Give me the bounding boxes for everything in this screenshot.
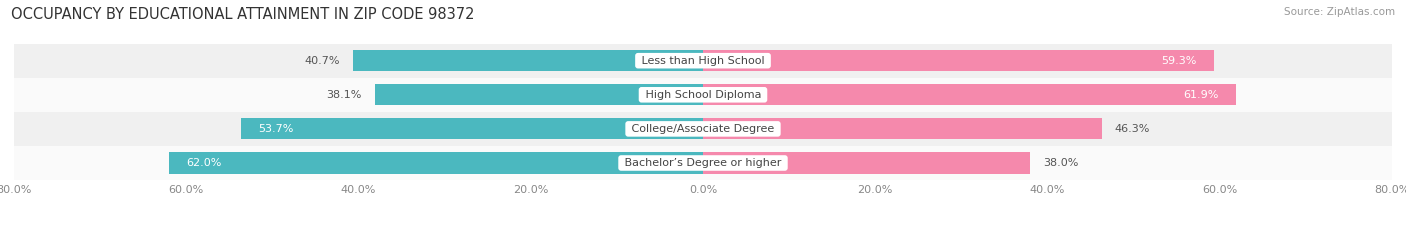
Text: 46.3%: 46.3%: [1115, 124, 1150, 134]
Text: Bachelor’s Degree or higher: Bachelor’s Degree or higher: [621, 158, 785, 168]
Bar: [375, 84, 703, 105]
Text: 38.0%: 38.0%: [1043, 158, 1078, 168]
Text: Less than High School: Less than High School: [638, 56, 768, 66]
Bar: [169, 152, 703, 174]
Text: OCCUPANCY BY EDUCATIONAL ATTAINMENT IN ZIP CODE 98372: OCCUPANCY BY EDUCATIONAL ATTAINMENT IN Z…: [11, 7, 475, 22]
Bar: [14, 44, 1392, 78]
Bar: [14, 146, 1392, 180]
Bar: [703, 152, 1031, 174]
Bar: [703, 50, 1213, 71]
Bar: [353, 50, 703, 71]
Text: 59.3%: 59.3%: [1161, 56, 1197, 66]
Bar: [14, 78, 1392, 112]
Text: 40.7%: 40.7%: [304, 56, 340, 66]
Bar: [703, 84, 1236, 105]
Bar: [703, 118, 1102, 140]
Text: Source: ZipAtlas.com: Source: ZipAtlas.com: [1284, 7, 1395, 17]
Text: 38.1%: 38.1%: [326, 90, 361, 100]
Bar: [240, 118, 703, 140]
Text: 61.9%: 61.9%: [1184, 90, 1219, 100]
Text: High School Diploma: High School Diploma: [641, 90, 765, 100]
Text: 62.0%: 62.0%: [186, 158, 222, 168]
Bar: [14, 112, 1392, 146]
Text: 53.7%: 53.7%: [257, 124, 292, 134]
Text: College/Associate Degree: College/Associate Degree: [628, 124, 778, 134]
